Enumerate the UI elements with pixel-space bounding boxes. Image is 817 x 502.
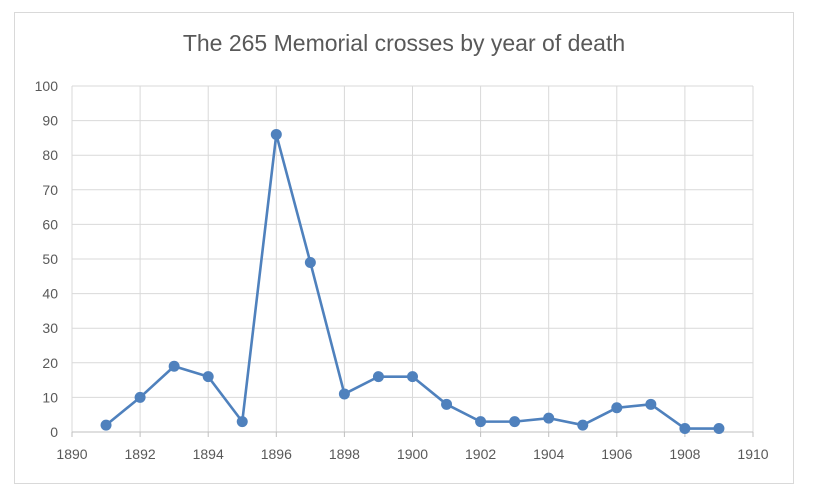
data-point bbox=[338, 388, 350, 400]
y-tick-label: 100 bbox=[35, 78, 59, 94]
chart-title: The 265 Memorial crosses by year of deat… bbox=[182, 30, 626, 56]
x-tick-label: 1896 bbox=[261, 446, 292, 462]
data-point bbox=[611, 402, 623, 414]
x-tick-label: 1902 bbox=[465, 446, 496, 462]
gridlines bbox=[71, 85, 754, 433]
y-tick-label: 40 bbox=[42, 286, 58, 302]
data-point bbox=[441, 398, 453, 410]
data-point bbox=[509, 416, 521, 428]
data-point bbox=[304, 256, 316, 268]
chart-frame bbox=[14, 12, 794, 484]
x-tick-label: 1910 bbox=[737, 446, 768, 462]
y-tick-label: 30 bbox=[42, 320, 58, 336]
x-tick-label: 1906 bbox=[601, 446, 632, 462]
x-tick-label: 1892 bbox=[125, 446, 156, 462]
x-axis: 1890 1892 1894 1896 1898 1900 1902 1904 1906 1908… bbox=[56, 431, 769, 462]
data-point bbox=[372, 371, 384, 383]
y-tick-label: 10 bbox=[42, 389, 58, 405]
series-group bbox=[100, 128, 725, 435]
data-point bbox=[236, 416, 248, 428]
data-point bbox=[100, 419, 112, 431]
y-tick-label: 0 bbox=[50, 424, 58, 440]
x-tick-label: 1890 bbox=[56, 446, 87, 462]
y-axis: 0 10 20 30 40 50 60 70 80 90 100 bbox=[35, 78, 59, 440]
y-tick-label: 80 bbox=[42, 147, 58, 163]
data-point bbox=[202, 371, 214, 383]
data-point bbox=[679, 423, 691, 435]
x-tick-label: 1904 bbox=[533, 446, 564, 462]
x-tick-label: 1908 bbox=[669, 446, 700, 462]
data-point bbox=[475, 416, 487, 428]
y-tick-label: 50 bbox=[42, 251, 58, 267]
x-tick-label: 1894 bbox=[193, 446, 224, 462]
data-point bbox=[168, 360, 180, 372]
x-tick-label: 1898 bbox=[329, 446, 360, 462]
data-point bbox=[645, 398, 657, 410]
y-tick-label: 20 bbox=[42, 355, 58, 371]
data-point bbox=[407, 371, 418, 383]
y-tick-label: 70 bbox=[42, 182, 58, 198]
y-tick-label: 90 bbox=[42, 113, 58, 129]
data-point bbox=[270, 128, 282, 140]
data-point bbox=[713, 423, 725, 435]
data-point bbox=[577, 419, 589, 431]
y-tick-label: 60 bbox=[42, 216, 58, 232]
data-point bbox=[543, 412, 555, 424]
data-point bbox=[134, 391, 146, 403]
x-tick-label: 1900 bbox=[397, 446, 428, 462]
